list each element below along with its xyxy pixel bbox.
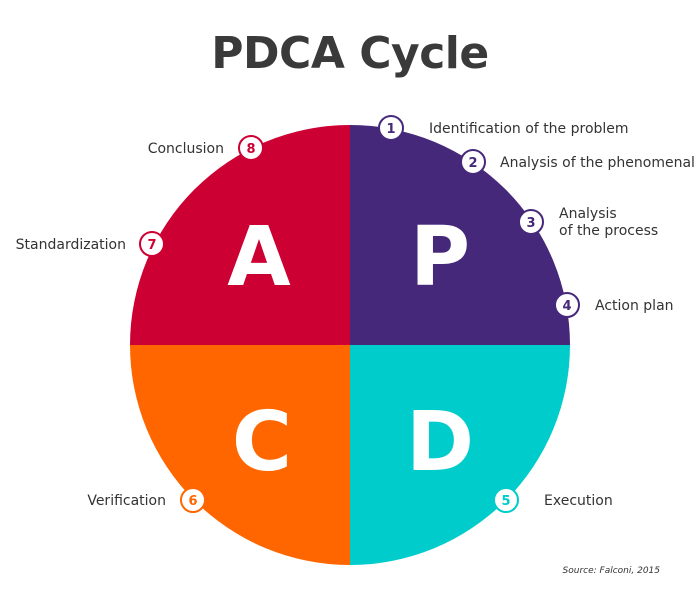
step-6-number: 6 — [188, 494, 197, 509]
quadrant-do — [350, 345, 570, 565]
step-8: 8 Conclusion — [148, 135, 264, 161]
step-7: 7 Standardization — [16, 231, 165, 257]
step-5-badge — [493, 487, 519, 513]
step-4: 4 Action plan — [554, 292, 674, 318]
step-1-label: Identification of the problem — [429, 121, 629, 137]
step-6: 6 Verification — [87, 487, 206, 513]
page-title: PDCA Cycle — [211, 28, 489, 79]
step-3-badge — [518, 209, 544, 235]
step-5: 5 Execution — [493, 487, 613, 513]
step-2-badge — [460, 149, 486, 175]
quadrant-act — [130, 125, 350, 345]
step-4-number: 4 — [562, 299, 571, 314]
quadrant-check — [130, 345, 350, 565]
step-7-number: 7 — [147, 238, 156, 253]
step-2-number: 2 — [468, 156, 477, 171]
step-7-label: Standardization — [16, 237, 126, 253]
step-1-number: 1 — [386, 122, 395, 137]
step-2: 2 Analysis of the phenomenal — [460, 149, 695, 175]
step-3-label-line1: Analysis — [559, 206, 617, 222]
step-3-number: 3 — [526, 216, 535, 231]
step-7-badge — [139, 231, 165, 257]
letter-check: C — [232, 395, 292, 490]
step-3: 3 Analysis of the process — [518, 206, 658, 239]
step-6-badge — [180, 487, 206, 513]
step-1-badge — [378, 115, 404, 141]
step-1: 1 Identification of the problem — [378, 115, 629, 141]
step-5-label: Execution — [544, 493, 613, 509]
step-8-badge — [238, 135, 264, 161]
source-note: Source: Falconi, 2015 — [562, 566, 660, 576]
step-6-label: Verification — [87, 493, 166, 509]
letter-act: A — [227, 210, 291, 305]
step-3-label-line2: of the process — [559, 223, 658, 239]
step-4-label: Action plan — [595, 298, 674, 314]
quadrant-plan — [350, 125, 570, 345]
letter-plan: P — [410, 210, 470, 305]
step-8-number: 8 — [246, 142, 255, 157]
step-2-label: Analysis of the phenomenal — [500, 155, 695, 171]
step-4-badge — [554, 292, 580, 318]
step-5-number: 5 — [501, 494, 510, 509]
step-8-label: Conclusion — [148, 141, 224, 157]
letter-do: D — [406, 395, 474, 490]
